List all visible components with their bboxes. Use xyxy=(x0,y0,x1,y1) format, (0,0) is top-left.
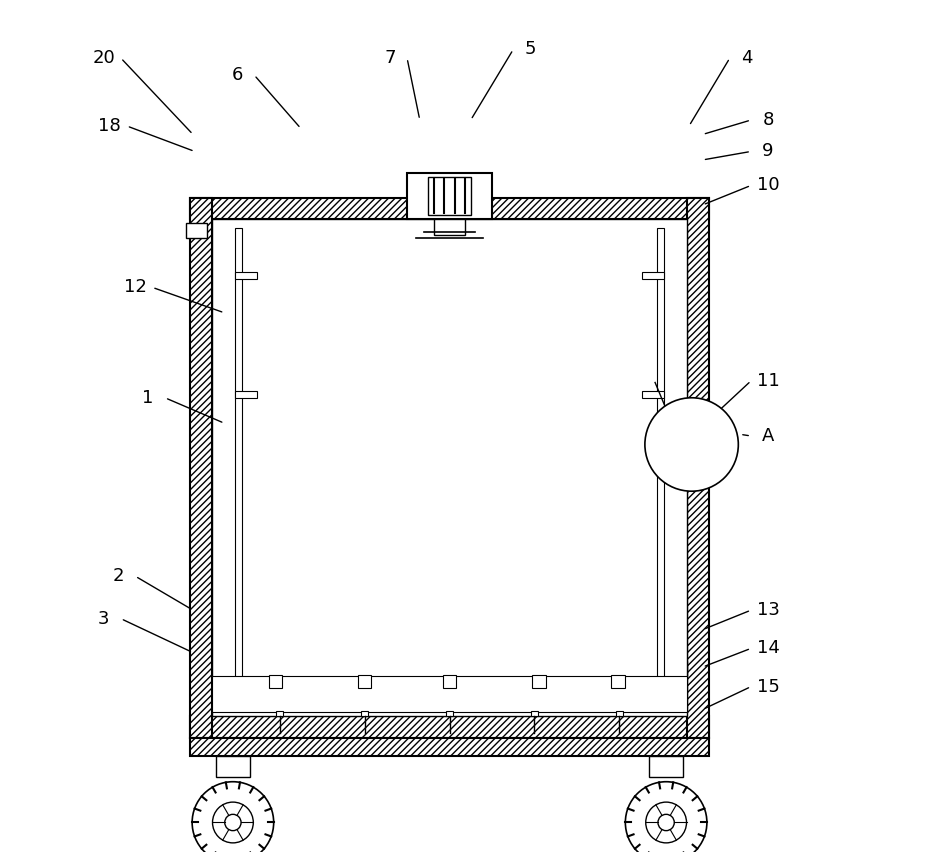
Text: 11: 11 xyxy=(757,372,779,390)
Circle shape xyxy=(645,398,738,492)
FancyBboxPatch shape xyxy=(244,382,656,406)
FancyBboxPatch shape xyxy=(190,716,709,738)
Bar xyxy=(649,756,683,777)
FancyBboxPatch shape xyxy=(212,228,236,708)
Circle shape xyxy=(192,781,274,855)
Text: 8: 8 xyxy=(762,111,773,129)
FancyBboxPatch shape xyxy=(688,198,709,738)
Bar xyxy=(216,756,250,777)
Bar xyxy=(434,220,465,234)
Text: 1: 1 xyxy=(142,389,154,407)
Bar xyxy=(446,711,453,716)
Text: 7: 7 xyxy=(385,49,396,67)
FancyBboxPatch shape xyxy=(664,228,688,708)
Text: 20: 20 xyxy=(92,49,115,67)
Text: A: A xyxy=(762,427,774,445)
Text: 2: 2 xyxy=(112,567,124,585)
FancyBboxPatch shape xyxy=(212,661,688,676)
Bar xyxy=(616,711,623,716)
Bar xyxy=(656,228,664,708)
Bar xyxy=(642,391,664,398)
Circle shape xyxy=(646,802,687,843)
FancyBboxPatch shape xyxy=(407,198,492,220)
Bar xyxy=(443,675,456,688)
Text: 10: 10 xyxy=(757,176,779,194)
Text: 18: 18 xyxy=(99,117,121,135)
Text: 15: 15 xyxy=(756,677,780,696)
Text: 6: 6 xyxy=(232,66,243,84)
Text: 12: 12 xyxy=(124,279,146,297)
Bar xyxy=(236,272,256,279)
Bar xyxy=(361,711,368,716)
Bar xyxy=(269,675,282,688)
Text: 9: 9 xyxy=(762,143,774,161)
Bar xyxy=(236,228,242,708)
Bar xyxy=(407,173,492,220)
Bar xyxy=(236,391,256,398)
Bar xyxy=(186,223,207,238)
Bar xyxy=(276,711,283,716)
Circle shape xyxy=(225,814,241,831)
FancyBboxPatch shape xyxy=(190,198,212,738)
Bar xyxy=(428,177,471,215)
Text: 3: 3 xyxy=(98,610,109,628)
Bar xyxy=(531,711,538,716)
Bar xyxy=(212,220,688,716)
Bar xyxy=(532,675,545,688)
Bar xyxy=(358,675,371,688)
Text: 14: 14 xyxy=(756,640,780,657)
Bar xyxy=(212,676,688,712)
Bar xyxy=(611,675,624,688)
FancyBboxPatch shape xyxy=(190,198,709,220)
Circle shape xyxy=(213,802,254,843)
Bar xyxy=(642,272,664,279)
Text: 5: 5 xyxy=(524,40,536,58)
Text: 13: 13 xyxy=(756,601,780,619)
FancyBboxPatch shape xyxy=(255,220,645,234)
FancyBboxPatch shape xyxy=(190,738,709,756)
FancyBboxPatch shape xyxy=(244,263,656,287)
Text: 4: 4 xyxy=(741,49,752,67)
Circle shape xyxy=(625,781,707,855)
Circle shape xyxy=(658,814,674,831)
